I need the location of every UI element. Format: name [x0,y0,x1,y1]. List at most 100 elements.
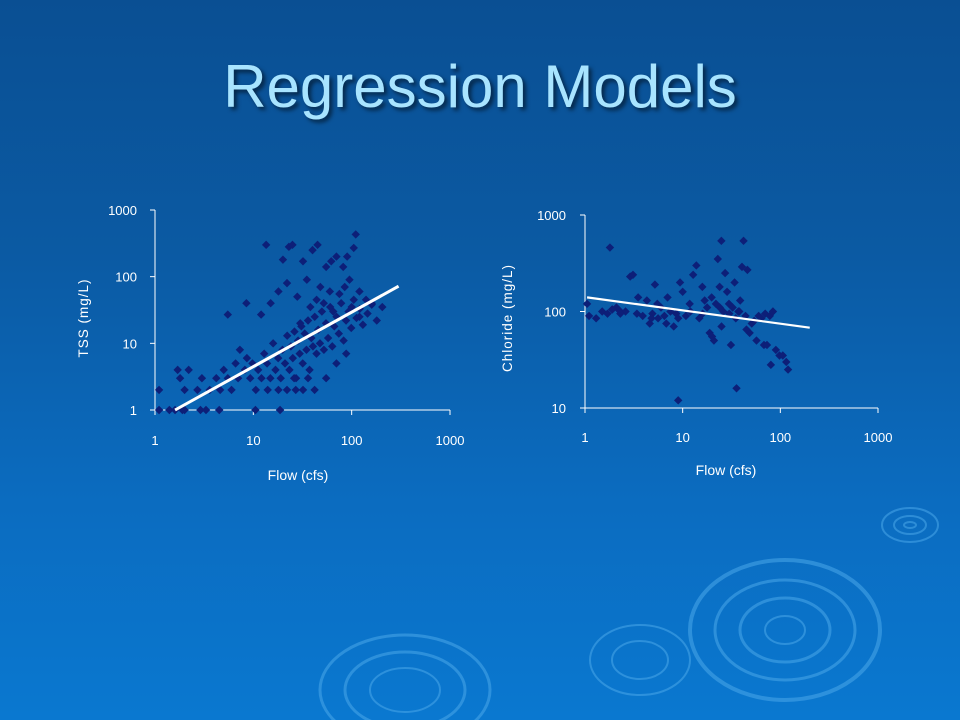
chloride-data-point [672,309,681,318]
tss-data-point [308,245,317,255]
tss-data-point [285,365,294,375]
chloride-y-axis-label: Chloride (mg/L) [500,264,515,372]
tss-data-point [251,405,260,415]
tss-data-point [336,298,346,308]
tss-data-point [372,316,381,325]
tss-data-point [321,373,331,383]
tss-data-point [332,252,341,261]
chloride-data-point [685,299,694,309]
chloride-data-point [771,345,781,355]
chloride-data-point [762,340,772,350]
chloride-data-point [761,309,770,318]
chloride-data-point [692,261,701,270]
chloride-data-point [616,309,625,318]
chloride-regression-line [586,296,810,329]
tss-regression-line [174,284,400,412]
chloride-data-point [603,309,612,318]
tss-data-point [263,385,272,395]
tss-data-point [251,385,261,395]
chloride-data-point [688,270,698,280]
chloride-data-point [648,309,657,318]
tss-data-point [271,365,280,375]
chloride-data-point [584,311,594,321]
tss-data-point [175,373,185,383]
tss-data-point [242,298,251,308]
chloride-data-point [591,314,601,323]
chloride-data-point [695,314,704,323]
chloride-data-point [678,287,687,297]
chloride-data-point [743,265,752,275]
chloride-data-point [582,299,592,309]
tss-data-point [349,243,358,253]
chloride-data-point [663,293,672,302]
tss-data-point [363,309,372,318]
chloride-data-point [608,305,617,314]
tss-data-point [327,257,336,266]
tss-data-point [340,282,349,292]
tss-data-point [303,316,313,325]
chloride-data-point [752,336,761,345]
tss-data-point [231,359,240,368]
tss-data-point [275,405,285,415]
slide-title: Regression Models [223,53,737,120]
chloride-data-point [642,296,652,305]
chloride-data-point [632,309,642,318]
tss-data-point [257,373,266,383]
tss-data-point [305,365,314,375]
tss-data-point [291,385,300,395]
chloride-data-point [718,307,728,316]
tss-data-point [280,359,290,368]
tss-data-point [219,365,228,375]
chloride-data-point [768,307,778,316]
tss-x-tick-label: 1000 [436,433,465,448]
chloride-data-point [715,303,725,312]
tss-data-point [246,373,255,383]
chloride-data-point [754,311,763,321]
tss-chart: 1 10 100 1000 1 10 100 1000 TSS (mg/L) Flow (cf… [76,203,464,483]
tss-data-point [295,349,304,358]
chloride-x-tick-label: 100 [769,430,791,445]
chloride-data-point [739,236,748,246]
tss-data-point [282,385,292,395]
tss-data-point [323,333,333,343]
chloride-data-point [673,314,683,323]
tss-data-point [303,373,313,383]
chloride-data-point [707,293,716,302]
tss-data-point [329,307,338,316]
tss-data-point [298,257,308,266]
chloride-y-tick-label: 1000 [537,208,566,223]
chloride-data-point [713,254,723,264]
tss-data-point [165,405,174,415]
tss-y-tick-label: 1 [130,403,137,418]
chloride-data-point [650,280,660,289]
tss-data-point [180,405,189,415]
tss-data-point [274,287,283,296]
tss-data-point [308,342,318,351]
tss-data-point [256,310,266,319]
chloride-y-tick-label: 10 [552,401,566,416]
tss-data-point [349,295,358,304]
tss-data-point [288,240,297,250]
tss-data-point [339,336,348,345]
tss-x-tick-label: 1 [151,433,158,448]
chloride-data-point [669,322,678,331]
chloride-chart: 1 10 100 1000 10 100 1000 Chloride (mg/L) Flow… [500,208,892,478]
chloride-data-point [653,314,663,323]
tss-data-point [282,331,292,340]
tss-y-tick-label: 100 [115,270,137,285]
chloride-data-point [728,303,737,312]
tss-data-point [227,385,236,395]
tss-data-point [293,292,302,301]
tss-data-point [347,323,356,333]
tss-data-point [289,373,299,383]
chloride-data-point [711,299,721,309]
tss-data-point [278,255,288,264]
tss-data-point [298,385,308,395]
tss-data-point [260,349,269,358]
tss-data-point [173,365,182,375]
tss-data-point [312,349,321,358]
tss-data-point [298,359,307,368]
chloride-data-point [726,340,736,350]
chloride-x-tick-label: 1 [581,430,588,445]
tss-data-point [261,240,271,250]
